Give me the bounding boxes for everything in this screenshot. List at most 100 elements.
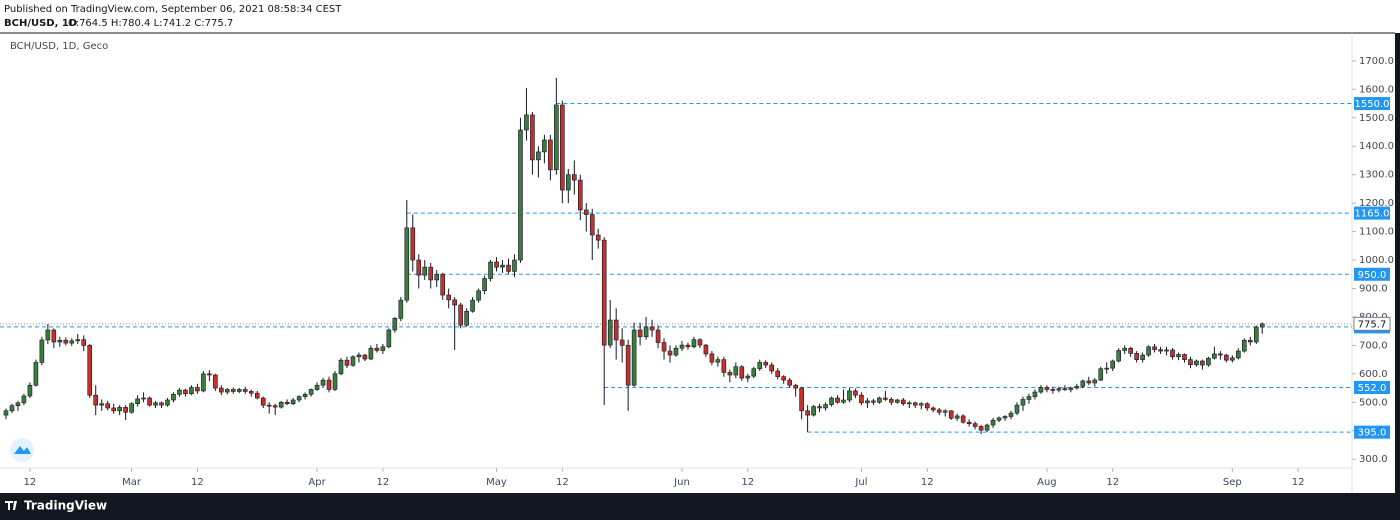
candle-body [21,395,27,404]
candle-body [308,389,314,395]
candle-body [601,239,607,346]
candle-body [1224,354,1229,361]
candle-body [912,402,918,406]
candle-body [1128,347,1133,354]
candle-body [153,402,158,406]
x-tick-label: 12 [556,477,569,488]
candle-body [39,339,45,363]
candle-body [978,426,984,431]
candle-body [1200,360,1205,366]
candle-body [428,266,434,281]
candle-body [362,354,368,360]
candle-body [661,342,667,352]
candle-body [1152,346,1157,350]
candle-body [476,290,481,301]
candle-body [231,389,236,392]
candle-body [500,264,505,268]
candle-body [129,403,134,413]
candle-body [93,394,99,406]
candle-body [213,374,218,389]
candle-body [871,400,876,403]
candle-body [751,368,757,377]
candle-body [69,340,75,344]
candle-body [733,366,739,376]
candle-body [195,387,200,392]
candle-body [727,372,733,376]
candle-body [87,345,93,396]
published: Published on TradingView.com, September … [4,4,342,15]
candle-body [554,104,559,171]
candle-body [111,407,116,412]
candle-body [895,399,900,403]
candle-body [314,384,320,390]
candle-body [458,304,463,326]
level-box [1354,425,1390,439]
candle-body [386,329,392,348]
candle-body [577,179,583,211]
candle-body [422,266,428,276]
x-tick-label: 12 [741,477,754,488]
candle-body [1170,349,1175,358]
candle-body [847,390,852,401]
level-label: 552.0 [1358,383,1387,394]
candle-body [709,353,715,363]
candle-body [15,402,21,406]
candle-body [859,394,864,404]
level-box [1354,97,1390,111]
candle-body [1140,354,1145,360]
candle-body [673,347,679,356]
candle-body [1002,416,1008,419]
candle-body [625,345,631,386]
candle-body [482,278,487,292]
candle-body [177,389,182,395]
candle-body [452,299,457,306]
candle-body [907,402,912,405]
candle-body [1176,354,1181,358]
candle-body [141,397,146,400]
candle-body [607,319,613,346]
candle-body [33,362,39,386]
last-price-label: 775.7 [1358,319,1387,330]
candle-body [542,139,547,153]
candle-body [45,329,51,341]
candle-body [763,362,769,366]
candle-body [775,370,780,377]
candle-body [57,339,63,343]
y-tick-label: 1700.0 [1359,56,1394,67]
x-tick-label: Aug [1037,477,1057,488]
x-tick-label: Apr [308,477,326,488]
candle-body [1032,391,1038,397]
candle-body [81,339,87,346]
candle-body [883,397,888,400]
candle-body [679,344,685,349]
candle-body [924,403,930,409]
candle-body [1218,353,1223,356]
level-label: 950.0 [1358,270,1387,281]
candle-body [518,129,523,261]
candle-body [1074,386,1080,389]
candle-body [721,359,727,373]
candle-body [1242,339,1247,352]
candle-body [960,415,966,423]
candle-body [996,417,1002,421]
x-tick-label: 12 [377,477,390,488]
candle-body [667,350,673,356]
candle-body [272,405,278,408]
header-bg [0,0,1400,33]
candle-body [284,401,290,405]
candle-body [512,259,517,272]
candle-body [829,397,834,405]
candle-body [392,318,398,331]
last-price-box [1353,316,1391,331]
candle-body [374,347,380,351]
candle-body [1044,387,1050,390]
level-label: 1165.0 [1355,209,1390,220]
candle-body [1104,367,1110,370]
candle-body [930,407,936,411]
candle-body [171,394,176,401]
candle-body [1248,339,1253,343]
candle-body [1146,346,1151,356]
candle-body [201,373,206,392]
candle-body [805,410,810,416]
